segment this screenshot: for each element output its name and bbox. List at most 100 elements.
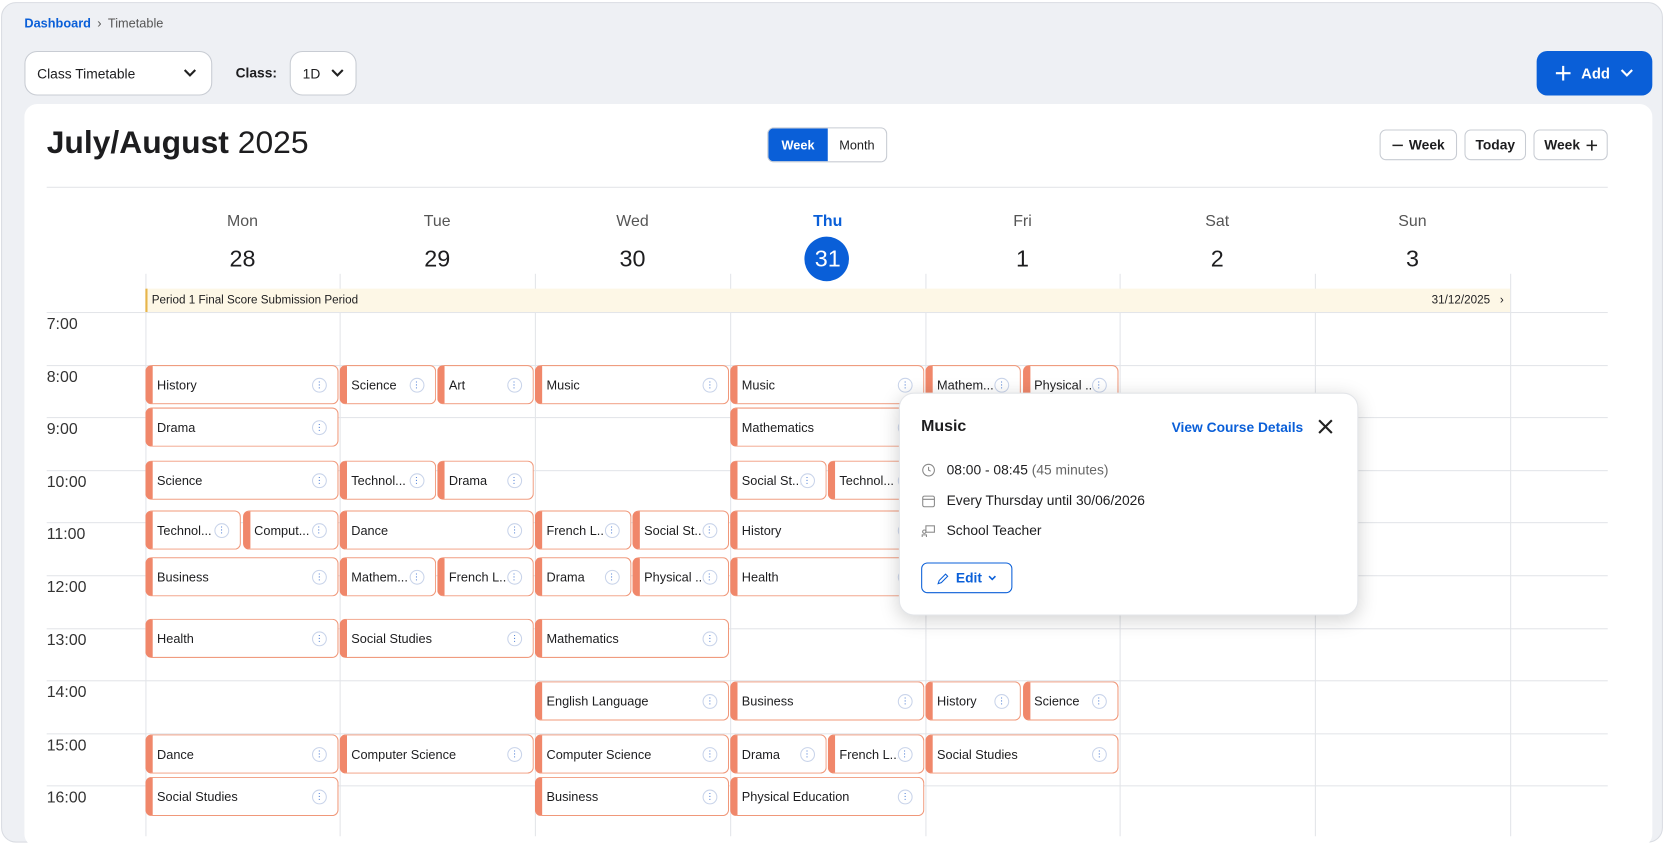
event[interactable]: Business ⋮ <box>145 557 339 597</box>
day-name: Fri <box>1013 212 1032 231</box>
close-button[interactable] <box>1318 419 1333 434</box>
next-week[interactable]: Week <box>1533 129 1608 161</box>
event-label: Social Studies <box>157 789 238 804</box>
teacher-row: School Teacher <box>921 522 1041 538</box>
event[interactable]: Computer Science ⋮ <box>534 734 730 774</box>
event[interactable]: English Language ⋮ <box>534 681 730 721</box>
event[interactable]: Health⋮ <box>145 618 339 658</box>
info-icon: ⋮ <box>409 377 424 393</box>
event[interactable]: Music ⋮ <box>730 365 925 405</box>
event[interactable]: French L... ⋮ <box>827 734 924 774</box>
event[interactable]: Technol...⋮ <box>145 510 241 550</box>
duration: (45 minutes) <box>1031 461 1109 478</box>
time-label: 11:00 <box>46 525 86 544</box>
hour-line <box>46 469 1608 471</box>
divider <box>46 186 1608 188</box>
event[interactable]: Social St... ⋮ <box>730 460 827 500</box>
time-range: 08:00 - 08:45 (45 minutes) <box>947 462 1109 478</box>
event[interactable]: Drama ⋮ <box>534 557 631 597</box>
breadcrumb: Dashboard › Timetable <box>24 16 163 31</box>
time-label: 9:00 <box>46 420 78 439</box>
breadcrumb-home[interactable]: Dashboard <box>24 15 91 31</box>
info-icon: ⋮ <box>507 746 523 762</box>
event[interactable]: French L... ⋮ <box>437 557 534 597</box>
course-link[interactable]: View Course Details <box>1171 419 1304 436</box>
calendar-icon <box>922 495 935 507</box>
info-icon: ⋮ <box>702 377 718 393</box>
event[interactable]: Social Studies ⋮ <box>925 734 1119 774</box>
class-select[interactable]: 1D <box>289 50 357 96</box>
event[interactable]: Science ⋮ <box>145 460 339 500</box>
event[interactable]: Comput... ⋮ <box>242 510 338 550</box>
event[interactable]: Science ⋮ <box>339 365 436 405</box>
time-label: 7:00 <box>46 315 78 334</box>
view-toggle: Week Month <box>767 127 888 163</box>
event-label: Technol... <box>351 472 406 488</box>
event[interactable]: Dance ⋮ <box>339 510 534 550</box>
event[interactable]: Drama ⋮ <box>437 460 534 500</box>
event[interactable]: History⋮ <box>730 510 925 550</box>
calendar-title: July/August 2025 <box>47 125 309 161</box>
event-label: Technol... <box>839 472 894 488</box>
event-label: Mathem... <box>351 569 408 585</box>
month-view[interactable]: Month <box>839 137 875 153</box>
event[interactable]: Physical ... ⋮ <box>632 557 729 597</box>
event[interactable]: Drama ⋮ <box>145 407 339 447</box>
event[interactable]: History⋮ <box>145 365 339 405</box>
info-icon: ⋮ <box>311 522 327 538</box>
event[interactable]: Social St... ⋮ <box>632 510 729 550</box>
info-icon: ⋮ <box>701 522 717 538</box>
add-button[interactable]: Add <box>1536 50 1653 96</box>
breadcrumb-current: Timetable <box>107 15 164 31</box>
info-icon: ⋮ <box>701 569 717 585</box>
event[interactable]: Physical Education ⋮ <box>730 776 925 817</box>
info-icon: ⋮ <box>506 472 522 488</box>
event[interactable]: Social Studies ⋮ <box>145 776 339 817</box>
info-icon: ⋮ <box>409 569 424 585</box>
event[interactable]: Social Studies ⋮ <box>339 618 534 658</box>
view-select[interactable]: Class Timetable <box>24 50 213 96</box>
week-view[interactable]: Week <box>768 128 828 162</box>
event[interactable]: Art ⋮ <box>437 365 534 405</box>
event[interactable]: Health⋮ <box>730 557 925 597</box>
info-icon: ⋮ <box>702 693 718 709</box>
event[interactable]: French L... ⋮ <box>534 510 631 550</box>
prev-week[interactable]: Week <box>1379 129 1458 161</box>
day-name: Tue <box>423 212 451 231</box>
event[interactable]: Business ⋮ <box>730 681 925 721</box>
column-line <box>534 273 536 837</box>
minus-icon <box>1391 144 1403 146</box>
event-label: Computer Science <box>546 746 652 762</box>
event[interactable]: Technol...⋮ <box>339 460 436 500</box>
recurrence-row: Every Thursday until 30/06/2026 <box>921 492 1145 508</box>
edit-label: Edit <box>955 569 982 586</box>
event[interactable]: Mathematics⋮ <box>730 407 925 447</box>
banner[interactable]: Period 1 Final Score Submission Period 3… <box>145 288 1511 312</box>
teacher: School Teacher <box>946 522 1042 539</box>
event-label: Physical Education <box>741 789 850 804</box>
event-label: Drama <box>741 746 781 762</box>
info-icon: ⋮ <box>409 472 424 488</box>
event[interactable]: Music ⋮ <box>534 365 730 405</box>
event-label: French L... <box>546 522 605 538</box>
column-line <box>145 273 147 837</box>
info-icon: ⋮ <box>994 377 1010 393</box>
event-label: Physical ... <box>644 569 702 585</box>
event[interactable]: Computer Science ⋮ <box>339 734 534 774</box>
event-label: Physical ... <box>1034 377 1092 393</box>
info-icon: ⋮ <box>311 569 327 585</box>
banner-date: 31/12/2025 <box>1431 293 1491 307</box>
event-label: Science <box>351 377 397 393</box>
event[interactable]: Mathem... ⋮ <box>339 557 436 597</box>
teacher-icon <box>921 524 935 537</box>
edit-button[interactable]: Edit <box>921 562 1013 594</box>
event[interactable]: Drama ⋮ <box>730 734 827 774</box>
info-icon: ⋮ <box>214 522 230 538</box>
day-name: Sun <box>1398 212 1427 231</box>
event[interactable]: Business ⋮ <box>534 776 730 817</box>
event[interactable]: History⋮ <box>925 681 1021 721</box>
today-button[interactable]: Today <box>1464 129 1527 161</box>
event[interactable]: Science ⋮ <box>1022 681 1118 721</box>
event[interactable]: Mathematics⋮ <box>534 618 730 658</box>
event[interactable]: Dance ⋮ <box>145 734 339 774</box>
